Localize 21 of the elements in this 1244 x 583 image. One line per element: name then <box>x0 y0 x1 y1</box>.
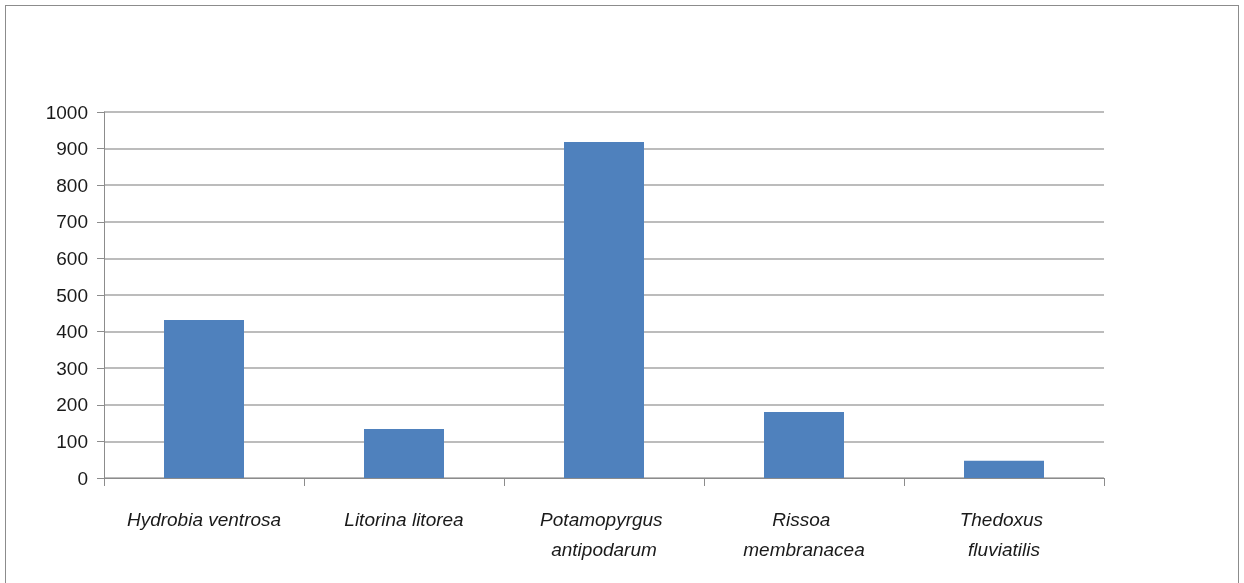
y-tick-label: 300 <box>56 357 88 379</box>
y-tick-label: 0 <box>77 467 88 489</box>
y-tick-label: 800 <box>56 174 88 196</box>
bar <box>764 412 844 478</box>
y-tick-label: 1000 <box>45 101 88 123</box>
y-tick-label: 100 <box>56 430 88 452</box>
x-tick-label: Litorina litorea <box>344 508 464 530</box>
x-tick-label: Potamopyrgus antipodarum <box>540 508 668 560</box>
x-tick-label: Thedoxus fluviatilis <box>959 508 1049 560</box>
x-tick-label: Hydrobia ventrosa <box>126 508 282 530</box>
bar <box>564 142 644 478</box>
x-tick-label: Rissoa membranacea <box>743 508 865 560</box>
bar <box>364 428 444 478</box>
y-tick-label: 500 <box>56 284 88 306</box>
y-tick-label: 600 <box>56 247 88 269</box>
y-tick-label: 400 <box>56 321 88 343</box>
y-tick-label: 700 <box>56 211 88 233</box>
y-tick-label: 200 <box>56 394 88 416</box>
bar <box>964 460 1044 478</box>
bar <box>164 319 244 478</box>
y-tick-label: 900 <box>56 138 88 160</box>
